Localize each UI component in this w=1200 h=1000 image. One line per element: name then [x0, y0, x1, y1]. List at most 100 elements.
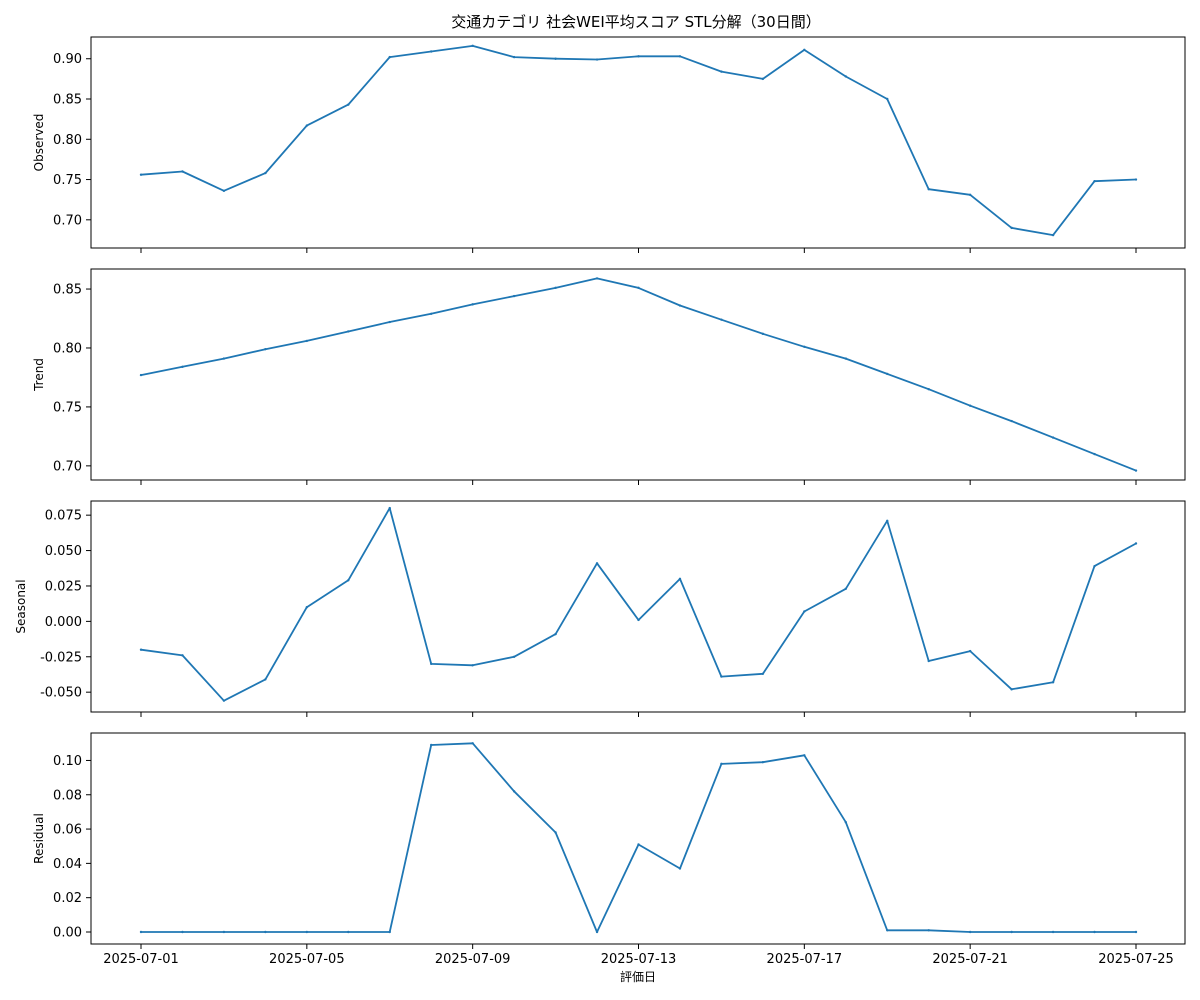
y-tick-label: 0.80 — [53, 341, 82, 356]
panels: 0.70 0.75 0.80 0.85 0.90 Observed 0.70 0.75 0.80… — [14, 36, 1186, 967]
trend-point — [430, 312, 433, 315]
observed-point — [512, 55, 516, 59]
seasonal-point — [222, 699, 226, 702]
seasonal-point — [595, 562, 599, 565]
y-axis-label: Observed — [32, 114, 46, 172]
seasonal-point — [139, 648, 143, 651]
x-tick-label: 2025-07-17 — [767, 952, 843, 967]
y-tick-label: 0.06 — [53, 823, 82, 838]
seasonal-point — [305, 606, 309, 609]
trend-point — [471, 303, 474, 306]
y-tick-label: 0.10 — [53, 754, 82, 769]
seasonal-point — [637, 618, 640, 622]
trend-point — [678, 304, 682, 307]
observed-point — [720, 70, 723, 73]
residual-line — [141, 742, 1136, 933]
residual-point — [886, 929, 889, 932]
panel-residual: 0.00 0.02 0.04 0.06 0.08 0.10 Residual — [32, 732, 1186, 949]
trend-point — [347, 330, 350, 333]
observed-point — [305, 124, 309, 127]
observed-point — [264, 171, 267, 175]
residual-point — [305, 930, 309, 934]
residual-point — [264, 930, 267, 934]
trend-point — [139, 373, 143, 377]
y-axis-label: Trend — [32, 358, 46, 392]
trend-point — [305, 339, 309, 343]
observed-point — [678, 55, 682, 58]
observed-point — [844, 75, 847, 78]
y-tick-label: 0.00 — [53, 925, 82, 940]
y-tick-label: 0.075 — [45, 509, 82, 524]
seasonal-line — [140, 507, 1137, 702]
seasonal-point — [968, 649, 972, 653]
observed-point — [1093, 179, 1096, 183]
trend-point — [803, 345, 806, 348]
observed-point — [968, 193, 972, 197]
trend-point — [720, 318, 723, 321]
residual-point — [388, 930, 391, 934]
seasonal-point — [1134, 542, 1138, 545]
y-tick-label: 0.04 — [53, 857, 82, 872]
y-tick-label: 0.90 — [53, 52, 82, 67]
trend-point — [968, 404, 972, 407]
observed-point — [554, 57, 557, 60]
y-tick-label: 0.85 — [53, 283, 82, 298]
residual-point — [222, 930, 226, 934]
residual-point — [512, 790, 516, 793]
seasonal-point — [512, 655, 516, 658]
seasonal-point — [844, 587, 847, 590]
seasonal-point — [181, 654, 184, 657]
trend-point — [886, 372, 889, 376]
panel-frame — [90, 36, 1186, 249]
seasonal-point — [554, 632, 557, 636]
y-tick-label: 0.02 — [53, 891, 82, 906]
panel-observed: 0.70 0.75 0.80 0.85 0.90 Observed — [32, 36, 1186, 253]
trend-point — [1051, 436, 1055, 439]
y-tick-label: 0.70 — [53, 213, 82, 228]
panel-frame — [90, 268, 1186, 481]
residual-point — [968, 930, 972, 934]
seasonal-point — [927, 659, 930, 663]
seasonal-point — [430, 662, 433, 666]
y-axis-label: Seasonal — [14, 579, 28, 633]
residual-point — [430, 743, 433, 747]
residual-point — [844, 821, 847, 824]
y-tick-label: 0.75 — [53, 173, 82, 188]
x-axis-label: 評価日 — [620, 969, 656, 984]
seasonal-point — [347, 579, 350, 582]
seasonal-point — [1051, 681, 1055, 684]
y-tick-label: 0.85 — [53, 93, 82, 108]
residual-point — [678, 867, 682, 870]
residual-point — [1010, 930, 1013, 934]
observed-point — [139, 173, 143, 176]
residual-point — [1051, 930, 1055, 934]
y-tick-label: 0.70 — [53, 459, 82, 474]
trend-point — [1010, 419, 1013, 423]
trend-point — [1093, 452, 1096, 456]
x-tick-label: 2025-07-01 — [103, 952, 179, 967]
trend-point — [761, 332, 765, 336]
y-tick-label: -0.025 — [40, 650, 82, 665]
seasonal-point — [1010, 688, 1013, 691]
y-tick-label: 0.75 — [53, 400, 82, 415]
residual-point — [927, 929, 930, 932]
y-tick-label: 0.80 — [53, 133, 82, 148]
residual-point — [181, 930, 184, 934]
x-tick-label: 2025-07-25 — [1098, 952, 1174, 967]
trend-point — [844, 357, 847, 360]
y-tick-label: 0.08 — [53, 788, 82, 803]
observed-point — [886, 97, 889, 101]
y-tick-label: -0.050 — [40, 686, 82, 701]
trend-point — [222, 357, 226, 360]
x-tick-label: 2025-07-21 — [932, 952, 1008, 967]
residual-point — [554, 831, 557, 834]
panel-frame — [90, 500, 1186, 713]
seasonal-point — [720, 675, 723, 678]
observed-point — [388, 55, 391, 59]
y-tick-label: 0.025 — [45, 579, 82, 594]
residual-point — [347, 930, 350, 934]
seasonal-point — [761, 672, 765, 675]
observed-line — [140, 45, 1137, 237]
observed-point — [471, 44, 474, 48]
observed-point — [181, 170, 184, 173]
